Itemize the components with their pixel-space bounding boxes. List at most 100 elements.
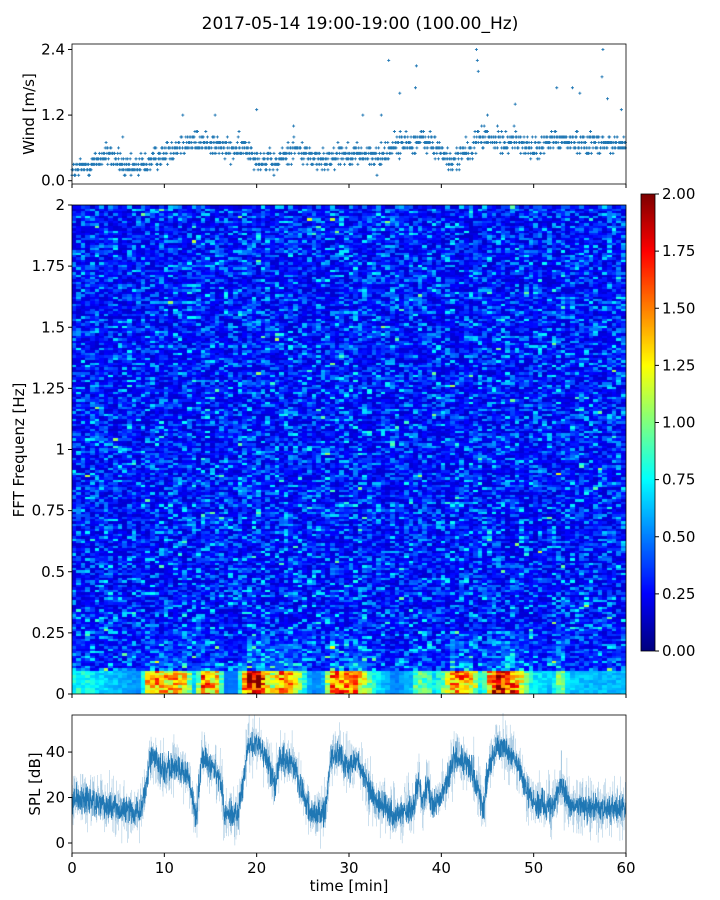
wind-point <box>446 146 450 150</box>
wind-point <box>414 64 418 68</box>
wind-point <box>500 151 504 155</box>
wind-point <box>589 151 593 155</box>
wind-point <box>437 140 441 144</box>
wind-point <box>154 146 158 150</box>
wind-point <box>93 151 97 155</box>
wind-point <box>359 146 363 150</box>
wind-point <box>601 135 605 139</box>
wind-point <box>321 146 325 150</box>
wind-point <box>289 151 293 155</box>
wind-point <box>605 146 609 150</box>
wind-point <box>582 135 586 139</box>
wind-point <box>463 146 467 150</box>
wind-point <box>455 146 459 150</box>
wind-point <box>495 140 499 144</box>
wind-point <box>255 108 259 112</box>
wind-point <box>210 146 214 150</box>
wind-point <box>422 130 426 133</box>
wind-point <box>268 146 272 150</box>
wind-point <box>483 135 487 139</box>
wind-point <box>476 130 480 133</box>
wind-point <box>606 97 610 101</box>
wind-point <box>229 140 233 144</box>
wind-point <box>559 146 563 150</box>
wind-point <box>141 157 145 161</box>
wind-point <box>247 140 251 144</box>
wind-point <box>112 151 116 155</box>
wind-point <box>134 157 138 161</box>
wind-point <box>431 140 435 144</box>
wind-point <box>549 130 553 133</box>
y-axis-label: FFT Frequenz [Hz] <box>10 383 28 518</box>
wind-point <box>353 157 357 161</box>
wind-point <box>235 140 239 144</box>
wind-point <box>615 135 619 139</box>
wind-point <box>268 168 272 172</box>
wind-point <box>466 151 470 155</box>
wind-point <box>355 140 359 144</box>
wind-point <box>433 157 437 161</box>
wind-point <box>215 135 219 139</box>
wind-point <box>159 162 163 166</box>
wind-point <box>151 151 155 155</box>
wind-point <box>109 146 113 150</box>
wind-point <box>104 140 108 144</box>
spl-line-light <box>71 713 627 849</box>
x-tick-label: 20 <box>247 859 266 877</box>
wind-point <box>377 146 381 150</box>
wind-point <box>392 130 396 133</box>
wind-point <box>204 130 208 133</box>
wind-point <box>573 140 577 144</box>
wind-point <box>379 162 383 166</box>
wind-point <box>301 162 305 166</box>
wind-point <box>472 146 476 150</box>
wind-point <box>595 146 599 150</box>
wind-point <box>166 162 170 166</box>
wind-point <box>375 173 379 177</box>
wind-point <box>117 146 121 150</box>
wind-point <box>138 168 142 172</box>
wind-point <box>525 135 529 139</box>
wind-point <box>569 146 573 150</box>
wind-point <box>269 151 273 155</box>
x-tick-label: 60 <box>616 859 635 877</box>
wind-point <box>222 146 226 150</box>
wind-point <box>181 140 185 144</box>
wind-point <box>394 146 398 150</box>
wind-point <box>336 140 340 144</box>
wind-point <box>584 140 588 144</box>
wind-points <box>70 47 627 177</box>
spectrogram-plot: 0 0.25 0.5 0.75 1 1.25 1.5 1.75 2 FFT Frequenz [H… <box>10 196 627 703</box>
wind-point <box>404 130 408 133</box>
wind-point <box>361 113 365 117</box>
wind-point <box>398 151 402 155</box>
wind-point <box>453 157 457 161</box>
wind-point <box>329 162 333 166</box>
wind-point <box>326 168 330 172</box>
wind-point <box>387 157 391 161</box>
wind-point <box>594 140 598 144</box>
wind-point <box>504 130 508 133</box>
wind-point <box>495 124 499 128</box>
wind-point <box>182 151 186 155</box>
wind-point <box>343 162 347 166</box>
wind-point <box>73 173 77 177</box>
y-tick-label: 0 <box>55 685 65 703</box>
wind-point <box>286 140 290 144</box>
wind-point <box>513 102 517 106</box>
x-tick-label: 30 <box>339 859 358 877</box>
wind-point <box>486 113 489 117</box>
wind-point <box>127 162 131 166</box>
colorbar-tick-label: 0.00 <box>662 642 695 660</box>
y-tick-label: 0.5 <box>41 563 65 581</box>
wind-point <box>623 146 627 150</box>
colorbar: 0.00 0.25 0.50 0.75 1.00 1.25 1.50 1.75 2.00 <box>640 185 695 660</box>
wind-point <box>460 157 464 161</box>
spl-axes-frame <box>71 714 627 854</box>
wind-point <box>401 140 405 144</box>
wind-point <box>87 173 91 177</box>
wind-point <box>425 151 429 155</box>
wind-point <box>506 151 510 155</box>
